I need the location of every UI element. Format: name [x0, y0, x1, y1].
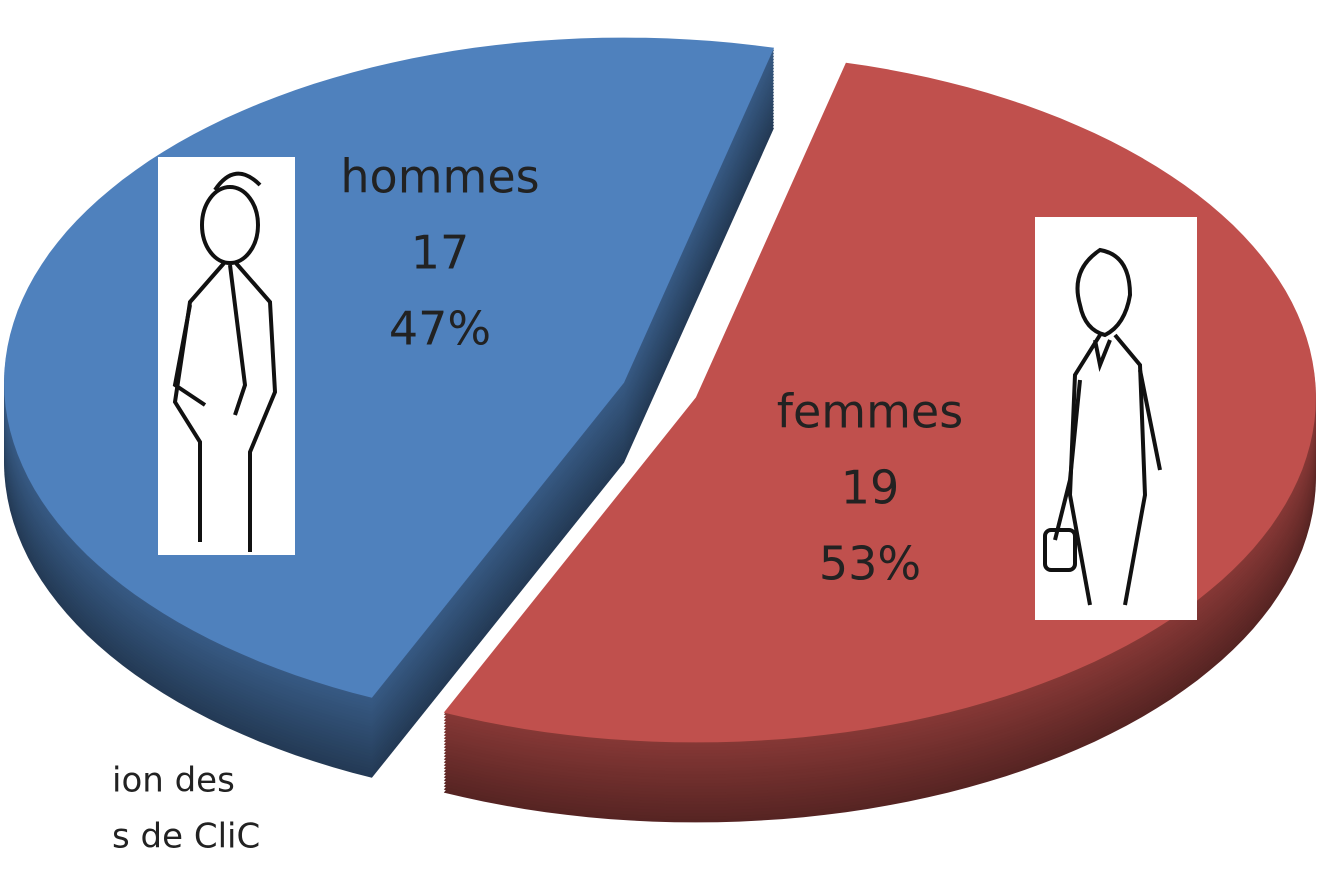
- woman-figure: [1035, 217, 1197, 620]
- annotation: ion des: [112, 761, 235, 801]
- page: hommes 17 47% femmes 19 53% ion des s de CliC…: [0, 0, 1317, 890]
- slice-category-label: femmes: [777, 385, 963, 439]
- slice-value-label: 19: [841, 461, 900, 515]
- slice-value-label: 17: [411, 226, 470, 280]
- slice-percent-label: 53%: [819, 537, 921, 591]
- man-figure: [158, 157, 295, 555]
- slice-percent-label: 47%: [389, 302, 491, 356]
- chart: hommes 17 47% femmes 19 53% ion des s de CliC: [0, 0, 1317, 890]
- slice-category-label: hommes: [340, 150, 539, 204]
- annotation: s de CliC: [112, 817, 260, 857]
